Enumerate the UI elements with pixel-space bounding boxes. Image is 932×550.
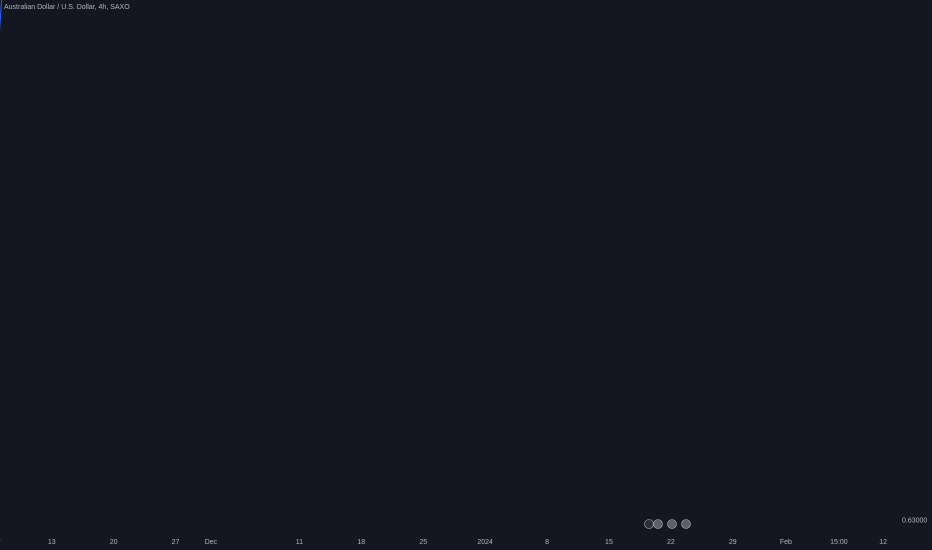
- event-flag-icon[interactable]: [644, 519, 654, 529]
- event-flag-icon[interactable]: [667, 519, 677, 529]
- time-tick-label: 29: [729, 539, 737, 546]
- time-tick-label: 20: [110, 539, 118, 546]
- channel-lines-layer: [0, 0, 3, 32]
- event-flag-icon[interactable]: [681, 519, 691, 529]
- time-tick-label: 2024: [477, 539, 493, 546]
- time-tick-label: 11: [296, 539, 303, 546]
- event-flag-icon[interactable]: [653, 519, 663, 529]
- price-tick-label: 0.63000: [902, 518, 927, 525]
- time-tick-label: 27: [172, 539, 180, 546]
- channel-line: [0, 0, 3, 32]
- time-tick-label: 25: [419, 539, 427, 546]
- event-flags[interactable]: [644, 519, 691, 529]
- chart-title: Australian Dollar / U.S. Dollar, 4h, SAX…: [4, 4, 130, 11]
- time-tick-label: 15:00: [830, 539, 848, 546]
- time-axis-bg: [0, 532, 932, 550]
- time-tick-label: 15: [605, 539, 613, 546]
- time-tick-label: Feb: [780, 539, 792, 546]
- price-axis-bg: [896, 0, 932, 532]
- time-tick-label: 8: [545, 539, 549, 546]
- time-tick-label: 12: [879, 539, 887, 546]
- time-tick-label: 18: [357, 539, 365, 546]
- time-tick-label: 7: [0, 539, 1, 546]
- time-tick-label: 13: [48, 539, 56, 546]
- time-tick-label: Dec: [205, 539, 218, 546]
- time-tick-label: 22: [667, 539, 675, 546]
